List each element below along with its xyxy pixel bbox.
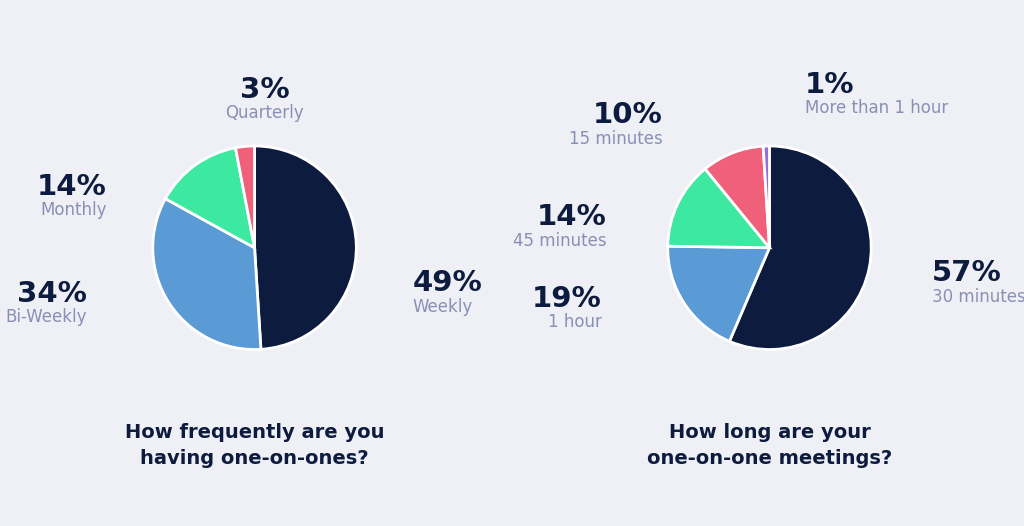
Text: 1 hour: 1 hour (548, 313, 601, 331)
Wedge shape (236, 146, 255, 248)
Text: How frequently are you
having one-on-ones?: How frequently are you having one-on-one… (125, 423, 384, 468)
Text: 30 minutes: 30 minutes (932, 288, 1024, 306)
Wedge shape (706, 146, 769, 248)
Wedge shape (153, 199, 261, 349)
Text: 10%: 10% (593, 102, 663, 129)
Wedge shape (165, 148, 255, 248)
Text: 14%: 14% (37, 173, 106, 201)
Wedge shape (668, 169, 769, 248)
Wedge shape (255, 146, 356, 349)
Text: 34%: 34% (16, 279, 87, 308)
Text: 1%: 1% (805, 71, 855, 99)
Text: Monthly: Monthly (41, 201, 106, 219)
Wedge shape (668, 246, 769, 341)
Wedge shape (729, 146, 871, 349)
Text: How long are your
one-on-one meetings?: How long are your one-on-one meetings? (647, 423, 892, 468)
Text: 19%: 19% (531, 285, 601, 312)
Text: 14%: 14% (537, 203, 606, 231)
Text: 15 minutes: 15 minutes (569, 130, 663, 148)
Text: 45 minutes: 45 minutes (513, 231, 606, 250)
Text: Quarterly: Quarterly (225, 104, 304, 123)
Text: Bi-Weekly: Bi-Weekly (5, 308, 87, 326)
Wedge shape (763, 146, 769, 248)
Text: Weekly: Weekly (413, 298, 472, 316)
Text: 3%: 3% (240, 76, 290, 104)
Text: 49%: 49% (413, 269, 482, 297)
Text: More than 1 hour: More than 1 hour (805, 99, 948, 117)
Text: 57%: 57% (932, 259, 1002, 287)
